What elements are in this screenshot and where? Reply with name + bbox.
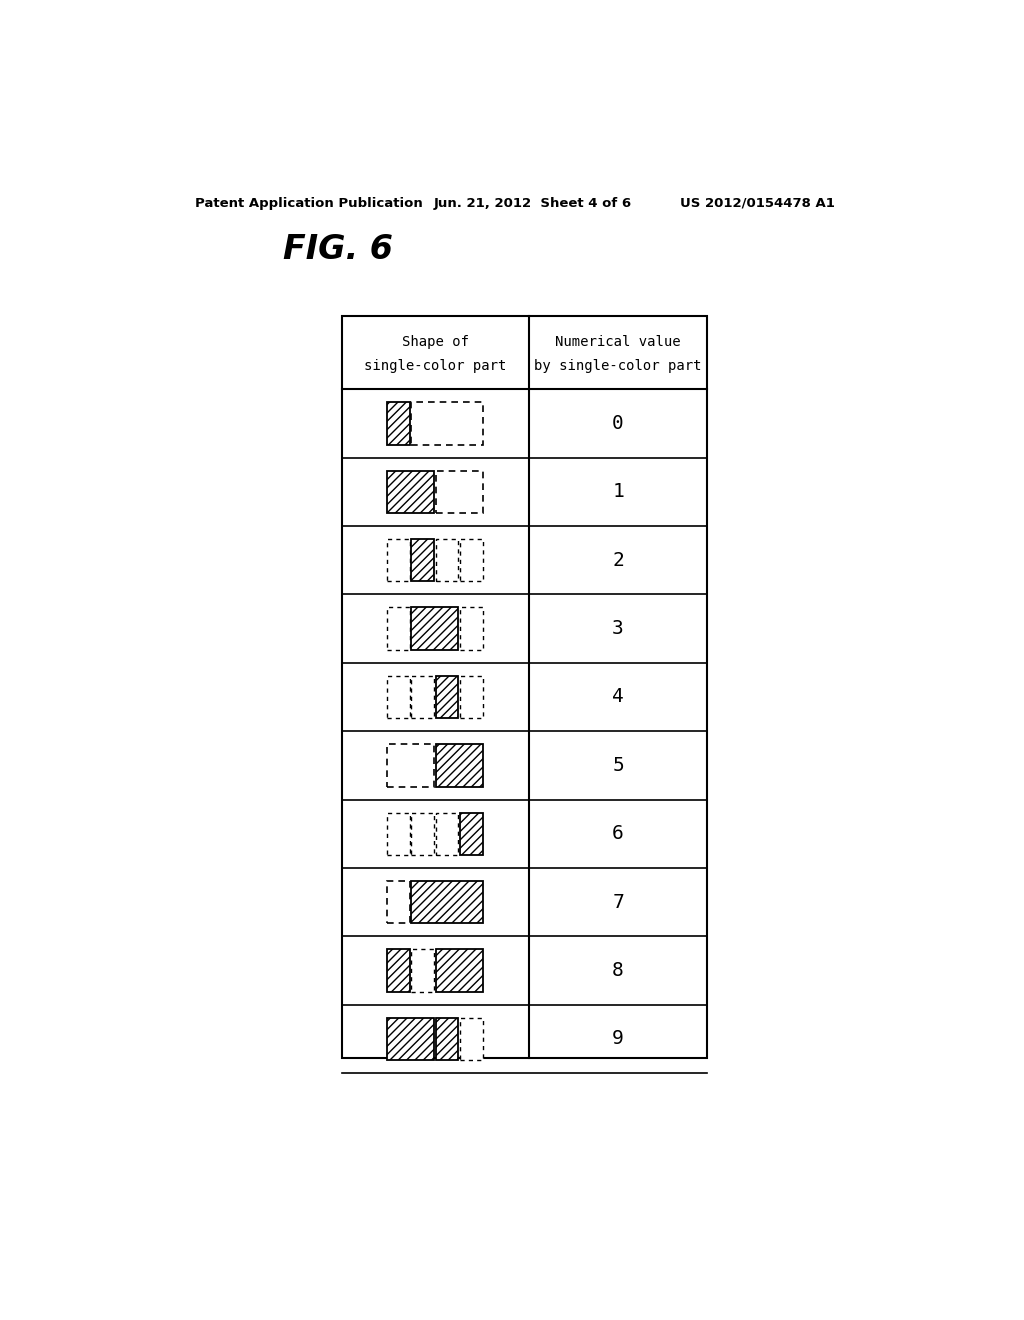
- Text: by single-color part: by single-color part: [535, 359, 701, 372]
- Bar: [460, 813, 482, 855]
- Bar: [387, 539, 410, 581]
- Bar: [412, 676, 434, 718]
- Bar: [387, 1018, 434, 1060]
- Bar: [387, 403, 410, 445]
- Bar: [412, 539, 434, 581]
- Text: Jun. 21, 2012  Sheet 4 of 6: Jun. 21, 2012 Sheet 4 of 6: [433, 197, 632, 210]
- Bar: [412, 813, 434, 855]
- Bar: [435, 676, 459, 718]
- Text: 2: 2: [612, 550, 624, 570]
- Bar: [435, 539, 459, 581]
- Bar: [412, 607, 459, 649]
- Bar: [435, 813, 459, 855]
- Bar: [387, 1018, 434, 1060]
- Bar: [435, 676, 459, 718]
- Text: 1: 1: [612, 482, 624, 502]
- Bar: [387, 470, 434, 513]
- Bar: [460, 676, 482, 718]
- Bar: [412, 880, 482, 924]
- Bar: [387, 607, 410, 649]
- Bar: [412, 403, 482, 445]
- Text: 7: 7: [612, 892, 624, 912]
- Text: 9: 9: [612, 1030, 624, 1048]
- Text: 6: 6: [612, 824, 624, 843]
- Bar: [387, 880, 410, 924]
- Bar: [387, 949, 410, 991]
- Text: Numerical value: Numerical value: [555, 334, 681, 348]
- Text: FIG. 6: FIG. 6: [283, 234, 393, 267]
- Text: 3: 3: [612, 619, 624, 638]
- Text: 0: 0: [612, 414, 624, 433]
- Bar: [435, 744, 482, 787]
- Bar: [387, 813, 410, 855]
- Bar: [460, 607, 482, 649]
- Bar: [460, 813, 482, 855]
- Text: US 2012/0154478 A1: US 2012/0154478 A1: [680, 197, 835, 210]
- Text: Shape of: Shape of: [402, 334, 469, 348]
- Bar: [412, 539, 434, 581]
- Text: 4: 4: [612, 688, 624, 706]
- Text: 5: 5: [612, 756, 624, 775]
- Bar: [435, 744, 482, 787]
- Bar: [435, 1018, 459, 1060]
- Bar: [460, 1018, 482, 1060]
- Bar: [387, 744, 434, 787]
- Bar: [412, 607, 459, 649]
- Bar: [387, 949, 410, 991]
- Bar: [412, 949, 434, 991]
- Text: single-color part: single-color part: [365, 359, 507, 372]
- Text: 8: 8: [612, 961, 624, 979]
- Bar: [387, 470, 434, 513]
- Bar: [387, 676, 410, 718]
- Bar: [387, 403, 410, 445]
- Bar: [435, 949, 482, 991]
- Bar: [412, 880, 482, 924]
- Bar: [435, 949, 482, 991]
- Bar: [435, 1018, 459, 1060]
- Text: Patent Application Publication: Patent Application Publication: [196, 197, 423, 210]
- Bar: [460, 539, 482, 581]
- Bar: [435, 470, 482, 513]
- Bar: [342, 315, 708, 1057]
